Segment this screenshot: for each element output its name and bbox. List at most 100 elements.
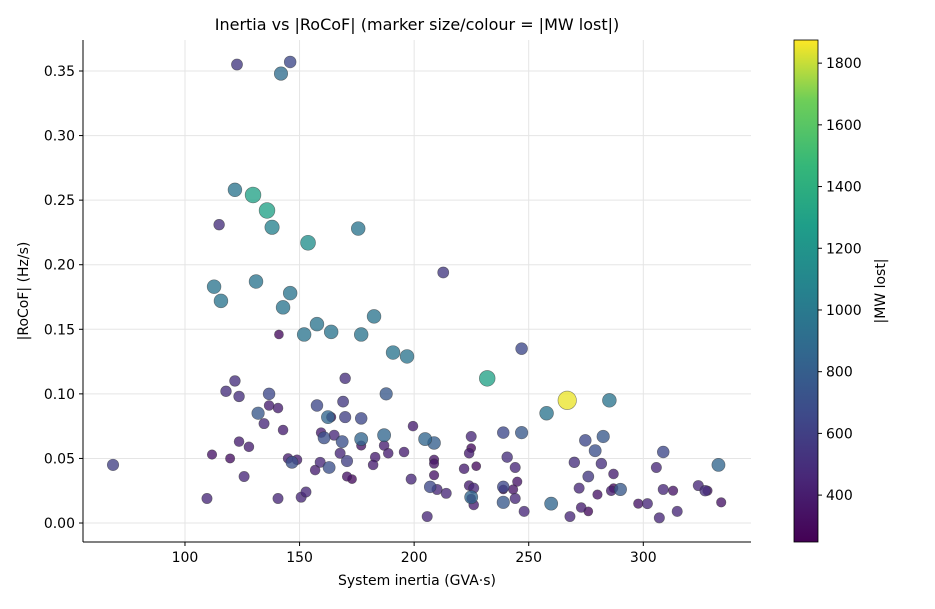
data-point: [440, 487, 452, 499]
colorbar-tick-label: 600: [826, 426, 853, 442]
data-point: [497, 426, 510, 439]
data-point: [573, 482, 585, 494]
data-point: [515, 426, 529, 440]
data-point: [220, 385, 232, 397]
data-point: [385, 345, 401, 360]
data-point: [309, 464, 321, 476]
data-point: [258, 202, 276, 219]
data-point: [465, 430, 477, 442]
data-point: [321, 410, 335, 425]
data-point: [283, 55, 297, 69]
data-point: [322, 461, 336, 474]
data-point: [341, 471, 353, 482]
data-point: [716, 497, 727, 508]
data-point: [496, 495, 510, 509]
data-point: [339, 372, 351, 385]
colorbar-tick-label: 1000: [826, 303, 862, 319]
grid: [83, 40, 751, 542]
data-point: [206, 279, 222, 294]
data-point: [398, 446, 410, 458]
data-point: [264, 219, 280, 235]
data-point: [382, 447, 394, 459]
data-point: [227, 182, 243, 198]
data-point: [512, 476, 523, 487]
data-point: [275, 300, 291, 315]
y-tick-label: 0.00: [44, 516, 75, 532]
data-point: [354, 412, 368, 425]
data-point: [668, 485, 679, 496]
data-point: [310, 399, 324, 412]
x-tick-label: 300: [630, 550, 657, 566]
data-point: [515, 342, 528, 355]
data-point: [350, 221, 366, 236]
colorbar-tick-label: 1200: [826, 241, 862, 257]
data-point: [213, 293, 229, 309]
data-point: [497, 480, 510, 494]
y-tick-label: 0.10: [44, 387, 75, 403]
data-point: [429, 458, 440, 469]
data-point: [285, 455, 299, 469]
data-point: [407, 420, 419, 432]
data-points: [106, 55, 727, 524]
data-point: [377, 428, 392, 443]
data-point: [399, 349, 415, 364]
data-point: [509, 461, 521, 473]
data-point: [233, 436, 245, 447]
data-point: [557, 390, 577, 410]
colorbar-tick-label: 1800: [826, 56, 862, 72]
data-point: [458, 463, 470, 475]
data-point: [231, 58, 243, 71]
data-point: [244, 186, 262, 204]
data-point: [317, 431, 331, 445]
data-point: [509, 492, 521, 504]
data-point: [633, 498, 644, 509]
data-point: [339, 411, 352, 424]
data-point: [238, 471, 250, 483]
colorbar-ticks: 400 600 800 1000 1200 1400 1600 1800: [818, 56, 862, 504]
data-point: [334, 447, 346, 459]
y-tick-label: 0.35: [44, 64, 75, 80]
y-tick-label: 0.05: [44, 451, 75, 467]
data-point: [300, 234, 316, 251]
data-point: [421, 511, 433, 523]
colorbar: [793, 39, 819, 543]
data-point: [656, 445, 670, 459]
data-point: [340, 454, 354, 468]
data-point: [596, 429, 610, 444]
x-axis-label: System inertia (GVA·s): [338, 573, 496, 589]
data-point: [263, 400, 275, 411]
data-point: [437, 266, 450, 279]
data-point: [582, 470, 595, 483]
data-point: [518, 505, 530, 517]
y-axis-label: |RoCoF| (Hz/s): [16, 242, 32, 341]
data-point: [588, 444, 602, 458]
data-point: [262, 387, 276, 401]
data-point: [650, 461, 662, 473]
data-point: [544, 496, 559, 511]
y-tick-label: 0.20: [44, 258, 75, 274]
colorbar-tick-label: 1400: [826, 180, 862, 196]
data-point: [335, 435, 349, 449]
data-point: [653, 512, 665, 524]
data-point: [229, 375, 241, 387]
data-point: [508, 484, 519, 495]
colorbar-label: |MW lost|: [873, 258, 889, 323]
data-point: [248, 274, 264, 289]
colorbar-tick-label: 400: [826, 488, 853, 504]
y-tick-label: 0.30: [44, 129, 75, 145]
data-point: [418, 432, 433, 446]
data-point: [464, 490, 479, 505]
data-point: [479, 370, 496, 387]
data-point: [539, 406, 554, 421]
colorbar-tick-label: 1600: [826, 118, 862, 134]
data-point: [273, 66, 289, 81]
data-point: [309, 316, 325, 332]
data-point: [405, 473, 417, 485]
data-point: [296, 327, 312, 342]
data-point: [201, 492, 213, 504]
data-point: [595, 457, 608, 470]
data-point: [272, 402, 284, 414]
data-point: [501, 451, 513, 463]
data-point: [213, 218, 225, 231]
